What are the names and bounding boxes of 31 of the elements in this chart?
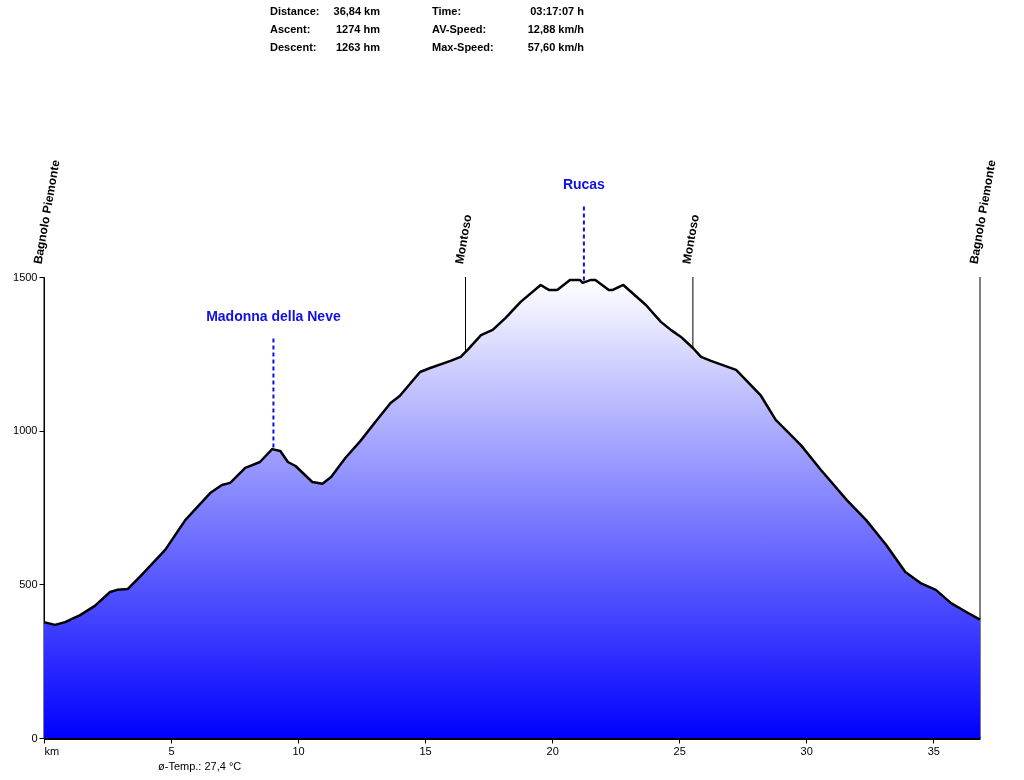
x-tick-label: 5	[168, 744, 175, 757]
text: ø-Temp.: 27,4 °C	[158, 760, 242, 772]
x-tick-label: 10	[292, 744, 305, 757]
ref-line-label: Madonna della Neve	[206, 308, 341, 325]
x-tick-label: 15	[419, 744, 432, 757]
text: 03:17:07 h	[530, 5, 585, 17]
text: 12,88 km/h	[527, 23, 585, 35]
ref-line-label: Montoso	[679, 213, 702, 266]
y-tick-label: 0	[31, 731, 38, 744]
text: 57,60 km/h	[527, 41, 585, 53]
text: Descent:	[270, 41, 317, 53]
y-tick-label: 500	[19, 577, 38, 590]
x-tick-label: km	[44, 744, 60, 757]
text: Ascent:	[270, 23, 311, 35]
text: 1263 hm	[335, 41, 381, 53]
text: Time:	[432, 5, 462, 17]
text: Distance:	[270, 5, 320, 17]
x-tick-label: 20	[546, 744, 559, 757]
text: Max-Speed:	[432, 41, 494, 53]
x-tick-label: 25	[673, 744, 686, 757]
y-tick-label: 1000	[13, 424, 38, 437]
x-tick-label: 30	[800, 744, 813, 757]
ref-line-label: Montoso	[452, 213, 475, 266]
x-tick-label: 35	[927, 744, 940, 757]
text: AV-Speed:	[432, 23, 487, 35]
y-tick-label: 1500	[13, 270, 38, 283]
text: 36,84 km	[333, 5, 381, 17]
ref-line-label: Bagnolo Piemonte	[30, 158, 63, 266]
ref-line-label: Rucas	[562, 176, 606, 193]
text: 1274 hm	[335, 23, 381, 35]
ref-line-label: Bagnolo Piemonte	[966, 158, 999, 266]
